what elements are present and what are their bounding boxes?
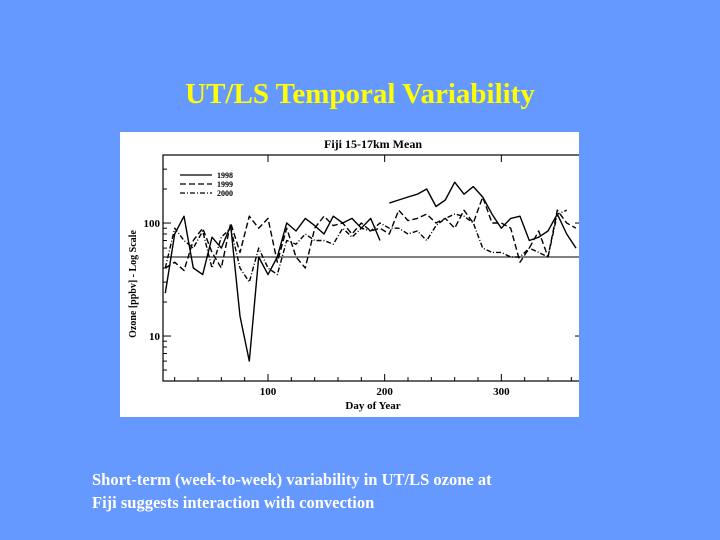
slide-title: UT/LS Temporal Variability: [185, 78, 535, 110]
legend-label-1999: 1999: [217, 180, 233, 189]
series-line-2000: [164, 209, 567, 283]
x-tick-label: 300: [493, 386, 510, 398]
y-tick-label: 100: [144, 218, 161, 230]
x-tick-label: 100: [260, 386, 277, 398]
x-tick-label: 200: [376, 386, 393, 398]
chart-svg: Fiji 15-17km Mean Day of Year Ozone [ppb…: [128, 137, 579, 412]
ozone-chart: Fiji 15-17km Mean Day of Year Ozone [ppb…: [120, 132, 579, 417]
slide-caption: Short-term (week-to-week) variability in…: [92, 468, 652, 514]
legend-label-1998: 1998: [217, 171, 233, 180]
x-axis-label: Day of Year: [345, 400, 400, 412]
series-lines: [164, 181, 577, 362]
y-axis-label: Ozone [ppbv] - Log Scale: [128, 230, 139, 338]
caption-line-1: Short-term (week-to-week) variability in…: [92, 470, 492, 489]
series-line-1998: [164, 215, 381, 362]
axis-ticks: 100 200 300 10 100: [144, 155, 579, 398]
y-tick-label: 10: [149, 331, 161, 343]
chart-title: Fiji 15-17km Mean: [324, 137, 422, 151]
legend-label-2000: 2000: [217, 189, 233, 198]
caption-line-2: Fiji suggests interaction with convectio…: [92, 493, 375, 512]
series-line-1998: [389, 181, 577, 249]
